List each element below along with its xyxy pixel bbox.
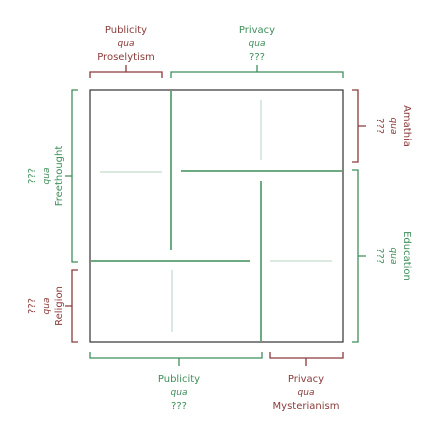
label-sub: ???: [27, 168, 38, 184]
bracket-left-bottom: [65, 269, 78, 343]
label-right-top: Amathia qua ???: [374, 105, 412, 147]
label-qua: qua: [249, 39, 266, 49]
label-qua: qua: [298, 388, 315, 398]
label-title: Publicity: [158, 374, 200, 385]
label-qua: qua: [42, 298, 52, 315]
label-qua: qua: [388, 248, 398, 265]
bracket-bottom-right: [269, 352, 344, 366]
label-right-bottom: Education qua ???: [374, 231, 412, 281]
label-top-right: Privacy qua ???: [239, 25, 275, 63]
bracket-bottom-left: [89, 352, 263, 366]
label-left-top: Freethought qua ???: [27, 146, 65, 207]
label-sub: Proselytism: [97, 52, 155, 63]
label-sub: ???: [27, 298, 38, 314]
label-title: Privacy: [239, 25, 275, 36]
label-left-bottom: Religion qua ???: [27, 286, 65, 326]
label-sub: ???: [374, 118, 385, 134]
label-title: Education: [401, 231, 412, 281]
bracket-top-left: [89, 65, 163, 78]
label-sub: ???: [249, 52, 265, 63]
bracket-right-top: [352, 89, 366, 163]
label-sub: Mysterianism: [273, 401, 340, 412]
label-qua: qua: [118, 39, 135, 49]
label-bottom-right: Privacy qua Mysterianism: [273, 374, 340, 412]
label-title: Religion: [54, 286, 65, 326]
label-sub: ???: [171, 401, 187, 412]
bracket-top-right: [170, 65, 344, 78]
label-title: Privacy: [288, 374, 324, 385]
label-bottom-left: Publicity qua ???: [158, 374, 200, 412]
outer-frame: [89, 89, 344, 343]
label-top-left: Publicity qua Proselytism: [97, 25, 155, 63]
bracket-right-bottom: [352, 169, 366, 343]
label-qua: qua: [171, 388, 188, 398]
label-title: Amathia: [401, 105, 412, 147]
label-title: Freethought: [54, 146, 65, 207]
label-qua: qua: [42, 168, 52, 185]
label-title: Publicity: [105, 25, 147, 36]
label-sub: ???: [374, 248, 385, 264]
label-qua: qua: [388, 118, 398, 135]
bracket-left-top: [65, 89, 78, 263]
